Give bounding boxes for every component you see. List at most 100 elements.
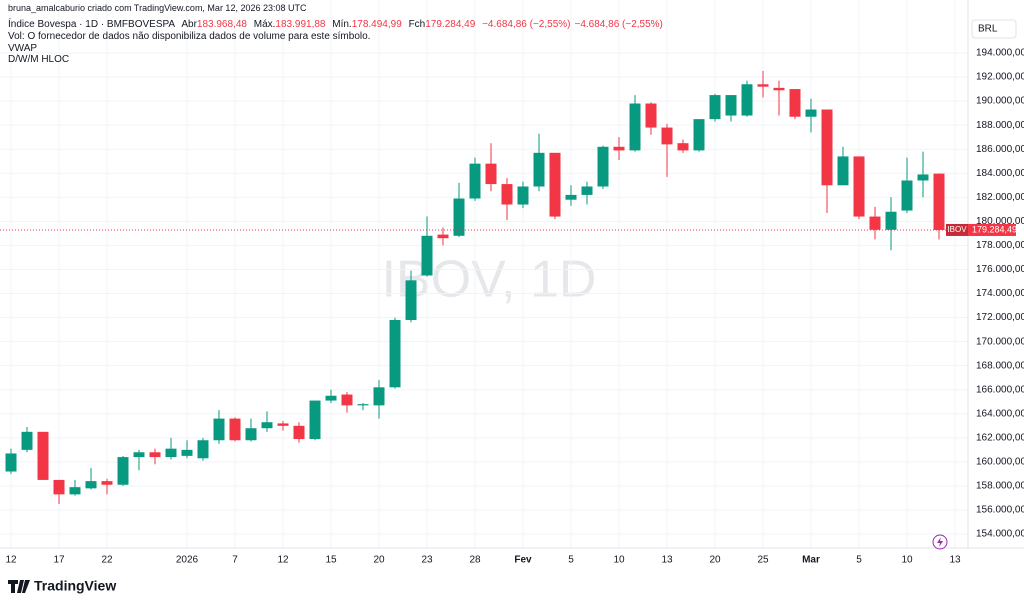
candle-body (645, 103, 657, 128)
y-tick-label: 160.000,00 (976, 457, 1024, 468)
candle-body (101, 481, 113, 485)
x-tick-label: 20 (709, 555, 721, 566)
x-tick-label: 10 (613, 555, 625, 566)
y-tick-label: 174.000,00 (976, 288, 1024, 299)
y-tick-label: 176.000,00 (976, 264, 1024, 275)
legend-line: Índice Bovespa · 1D · BMFBOVESPA Abr 183.… (8, 19, 667, 30)
alert-icon[interactable] (932, 534, 948, 550)
candle-body (69, 487, 81, 495)
candle-body (805, 109, 817, 117)
y-tick-label: 168.000,00 (976, 360, 1024, 371)
symbol: Índice Bovespa · 1D · BMFBOVESPA (8, 19, 176, 30)
candle-body (709, 95, 721, 120)
candle-body (85, 481, 97, 489)
candle-body (149, 452, 161, 458)
value: 179.284,49 (425, 19, 476, 30)
x-tick-label: 5 (856, 555, 862, 566)
watermark: IBOV, 1D (382, 251, 597, 309)
candle-body (837, 156, 849, 186)
label: Mín. (332, 19, 352, 30)
candle-body (437, 234, 449, 239)
indicator[interactable]: D/W/M HLOC (8, 54, 70, 65)
change: −4.684,86 (−2,55%) (482, 19, 571, 30)
y-tick-label: 162.000,00 (976, 432, 1024, 443)
candle-body (357, 404, 369, 406)
candle-body (293, 425, 305, 440)
x-tick-label: 2026 (176, 555, 199, 566)
candle-body (53, 479, 65, 495)
label: Abr (181, 19, 197, 30)
y-tick-label: 158.000,00 (976, 481, 1024, 492)
x-tick-label: 25 (757, 555, 769, 566)
label: Fch (408, 19, 426, 30)
candle-body (533, 152, 545, 187)
candle-body (853, 156, 865, 217)
currency: BRL (978, 24, 998, 35)
candle-body (821, 109, 833, 186)
candle-body (677, 143, 689, 151)
y-tick-label: 166.000,00 (976, 384, 1024, 395)
x-tick-label: 13 (949, 555, 961, 566)
candle-body (213, 418, 225, 441)
candle-body (565, 194, 577, 200)
candle-body (501, 184, 513, 205)
price-tag (946, 223, 968, 236)
plot (0, 0, 968, 548)
candle-body (773, 87, 785, 91)
y-tick-label: 164.000,00 (976, 408, 1024, 419)
candle-body (5, 453, 17, 472)
y-tick-label: 192.000,00 (976, 72, 1024, 83)
candle-body (309, 400, 321, 440)
x-tick-label: 5 (568, 555, 574, 566)
candle-body (597, 146, 609, 187)
candle-body (469, 163, 481, 199)
x-tick-label: Fev (514, 555, 532, 566)
x-tick-label: Mar (802, 555, 820, 566)
candle-body (421, 235, 433, 276)
candle-body (613, 146, 625, 151)
price-tag-label: 179.284,49 (972, 224, 1017, 234)
price-tag-name: IBOV (947, 225, 967, 234)
value: 183.991,88 (275, 19, 326, 30)
y-tick-label: 154.000,00 (976, 529, 1024, 540)
candle-body (21, 431, 33, 450)
candle-body (789, 89, 801, 117)
indicator[interactable]: VWAP (8, 43, 38, 54)
candle-body (757, 84, 769, 87)
currency-box[interactable] (971, 19, 1017, 39)
candle-body (693, 119, 705, 151)
candle-body (133, 452, 145, 458)
price-tag (968, 223, 1016, 236)
y-tick-label: 172.000,00 (976, 312, 1024, 323)
candle-body (197, 440, 209, 459)
candle-body (869, 216, 881, 230)
candle-body (277, 423, 289, 426)
y-tick-label: 156.000,00 (976, 505, 1024, 516)
x-tick-label: 28 (469, 555, 481, 566)
candle-body (389, 319, 401, 388)
logo: TradingView (8, 578, 116, 594)
candle-body (725, 95, 737, 116)
candle-body (485, 163, 497, 185)
y-tick-label: 182.000,00 (976, 192, 1024, 203)
candle-body (917, 174, 929, 181)
x-tick-label: 22 (101, 555, 113, 566)
candle-body (261, 422, 273, 429)
candle-body (933, 173, 945, 230)
value: 178.494,99 (351, 19, 402, 30)
y-tick-label: 180.000,00 (976, 216, 1024, 227)
candle-body (165, 448, 177, 458)
x-tick-label: 7 (232, 555, 238, 566)
candle-body (581, 186, 593, 195)
candle-body (117, 457, 129, 485)
y-tick-label: 190.000,00 (976, 96, 1024, 107)
candle-body (629, 103, 641, 151)
credit: bruna_amalcaburio criado com TradingView… (8, 3, 307, 13)
indicator[interactable]: Vol: O fornecedor de dados não disponibi… (8, 31, 371, 42)
candle-body (549, 152, 561, 217)
candle-body (405, 280, 417, 320)
candle-body (373, 387, 385, 406)
candle-body (517, 186, 529, 205)
